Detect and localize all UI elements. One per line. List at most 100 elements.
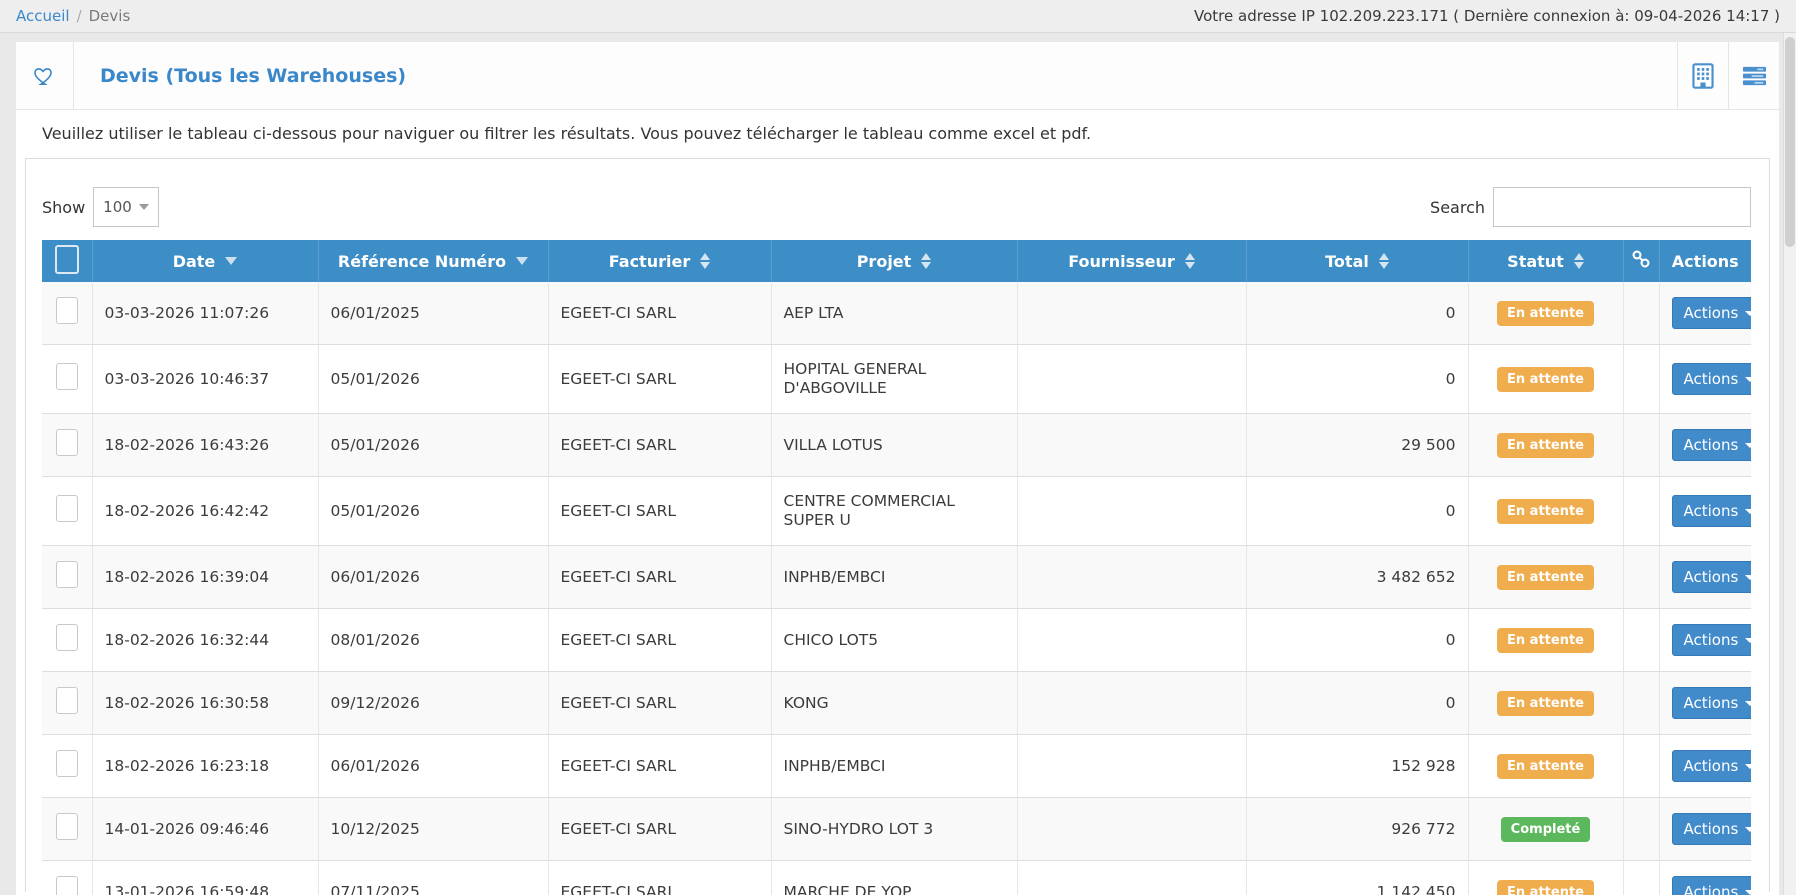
cell-actions: Actions [1659, 282, 1751, 345]
row-checkbox[interactable] [55, 561, 78, 588]
show-label: Show [42, 197, 86, 217]
search-input[interactable] [1493, 187, 1751, 227]
cell-reference: 09/12/2026 [318, 671, 549, 735]
column-header-facturier[interactable]: Facturier [548, 240, 772, 282]
caret-down-icon [1745, 763, 1751, 769]
column-header-date[interactable]: Date [92, 240, 319, 282]
row-checkbox[interactable] [55, 876, 78, 895]
status-badge: En attente [1497, 498, 1594, 524]
actions-button[interactable]: Actions [1671, 750, 1751, 782]
cell-fournisseur [1017, 344, 1247, 414]
row-checkbox[interactable] [55, 624, 78, 651]
actions-button[interactable]: Actions [1671, 624, 1751, 656]
actions-button[interactable]: Actions [1671, 363, 1751, 395]
cell-reference: 05/01/2026 [318, 413, 549, 477]
cell-date: 18-02-2026 16:23:18 [92, 734, 319, 798]
row-checkbox[interactable] [55, 429, 78, 456]
cell-fournisseur [1017, 608, 1247, 672]
cell-link [1623, 734, 1660, 798]
column-header-total[interactable]: Total [1246, 240, 1469, 282]
cell-link [1623, 608, 1660, 672]
row-select-cell [42, 797, 93, 861]
row-checkbox[interactable] [55, 813, 78, 840]
table-row: 03-03-2026 11:07:26 06/01/2025 EGEET-CI … [42, 282, 1751, 345]
status-badge: En attente [1497, 564, 1594, 590]
row-checkbox[interactable] [55, 297, 78, 324]
sort-both-icon [1573, 253, 1584, 269]
actions-button[interactable]: Actions [1671, 687, 1751, 719]
row-select-cell [42, 476, 93, 546]
table-row: 13-01-2026 16:59:48 07/11/2025 EGEET-CI … [42, 860, 1751, 895]
panel-header: Devis (Tous les Warehouses) [16, 42, 1779, 110]
cell-reference: 06/01/2026 [318, 545, 549, 609]
cell-facturier: EGEET-CI SARL [548, 860, 772, 895]
cell-actions: Actions [1659, 860, 1751, 895]
column-label: Référence Numéro [337, 251, 507, 271]
building-icon [1692, 62, 1714, 89]
status-badge: En attente [1497, 300, 1594, 326]
page-size-select[interactable]: 100 [93, 187, 160, 227]
layout-toggle-button[interactable] [1728, 42, 1779, 109]
vertical-scrollbar[interactable] [1783, 33, 1796, 895]
cell-actions: Actions [1659, 608, 1751, 672]
cell-fournisseur [1017, 476, 1247, 546]
row-checkbox[interactable] [55, 363, 78, 390]
actions-button[interactable]: Actions [1671, 429, 1751, 461]
row-checkbox[interactable] [55, 495, 78, 522]
cell-facturier: EGEET-CI SARL [548, 608, 772, 672]
cell-statut: En attente [1468, 476, 1624, 546]
scrollbar-thumb[interactable] [1785, 37, 1795, 247]
breadcrumb: Accueil / Devis [16, 7, 130, 25]
row-checkbox[interactable] [55, 687, 78, 714]
cell-statut: En attente [1468, 860, 1624, 895]
page-size-value: 100 [103, 198, 132, 216]
row-select-cell [42, 282, 93, 345]
row-select-cell [42, 545, 93, 609]
cell-total: 0 [1246, 671, 1469, 735]
cell-projet: MARCHE DE YOP [771, 860, 1018, 895]
cell-total: 0 [1246, 476, 1469, 546]
search-group: Search [1430, 187, 1751, 227]
caret-down-icon [1745, 442, 1751, 448]
favorite-button[interactable] [16, 42, 74, 109]
actions-button[interactable]: Actions [1671, 561, 1751, 593]
cell-statut: En attente [1468, 671, 1624, 735]
caret-down-icon [1745, 574, 1751, 580]
column-header-reference[interactable]: Référence Numéro [318, 240, 549, 282]
actions-button[interactable]: Actions [1671, 495, 1751, 527]
cell-statut: En attente [1468, 545, 1624, 609]
cell-total: 29 500 [1246, 413, 1469, 477]
caret-down-icon [1745, 508, 1751, 514]
actions-button[interactable]: Actions [1671, 813, 1751, 845]
status-badge: En attente [1497, 366, 1594, 392]
cell-reference: 05/01/2026 [318, 344, 549, 414]
warehouse-button[interactable] [1677, 42, 1728, 109]
breadcrumb-home-link[interactable]: Accueil [16, 7, 70, 25]
row-select-cell [42, 734, 93, 798]
select-all-checkbox[interactable] [54, 244, 79, 274]
table-controls: Show 100 Search [42, 187, 1751, 227]
sort-both-icon [1378, 253, 1389, 269]
status-badge: En attente [1497, 690, 1594, 716]
cell-link [1623, 797, 1660, 861]
cell-date: 18-02-2026 16:42:42 [92, 476, 319, 546]
cell-reference: 06/01/2025 [318, 282, 549, 345]
table-head: Date Référence Numéro Facturier Projet Fourn… [42, 240, 1751, 282]
chevron-down-icon [139, 204, 150, 210]
cell-reference: 05/01/2026 [318, 476, 549, 546]
page-title: Devis (Tous les Warehouses) [100, 64, 407, 87]
cell-total: 3 482 652 [1246, 545, 1469, 609]
row-checkbox[interactable] [55, 750, 78, 777]
table-row: 03-03-2026 10:46:37 05/01/2026 EGEET-CI … [42, 344, 1751, 414]
column-header-statut[interactable]: Statut [1468, 240, 1624, 282]
column-header-fournisseur[interactable]: Fournisseur [1017, 240, 1247, 282]
cell-date: 18-02-2026 16:30:58 [92, 671, 319, 735]
cell-date: 14-01-2026 09:46:46 [92, 797, 319, 861]
actions-button[interactable]: Actions [1671, 297, 1751, 329]
status-badge: En attente [1497, 627, 1594, 653]
caret-down-icon [1745, 310, 1751, 316]
column-label: Facturier [608, 251, 691, 271]
panel-description: Veuillez utiliser le tableau ci-dessous … [42, 124, 1092, 143]
actions-button[interactable]: Actions [1671, 876, 1751, 895]
column-header-projet[interactable]: Projet [771, 240, 1018, 282]
